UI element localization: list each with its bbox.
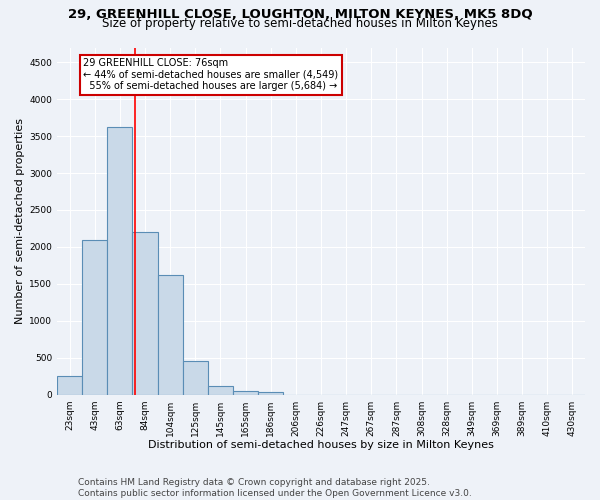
Bar (183, 362, 208, 394)
Text: Contains HM Land Registry data © Crown copyright and database right 2025.
Contai: Contains HM Land Registry data © Crown c… (78, 478, 472, 498)
Bar (107, 128, 133, 394)
Bar (133, 232, 158, 394)
Text: Size of property relative to semi-detached houses in Milton Keynes: Size of property relative to semi-detach… (102, 18, 498, 30)
Text: 29 GREENHILL CLOSE: 76sqm
← 44% of semi-detached houses are smaller (4,549)
  55: 29 GREENHILL CLOSE: 76sqm ← 44% of semi-… (83, 58, 338, 91)
Text: 29, GREENHILL CLOSE, LOUGHTON, MILTON KEYNES, MK5 8DQ: 29, GREENHILL CLOSE, LOUGHTON, MILTON KE… (68, 8, 532, 20)
Bar (233, 391, 258, 394)
Bar (82, 240, 107, 394)
Bar (57, 376, 82, 394)
Y-axis label: Number of semi-detached properties: Number of semi-detached properties (15, 118, 25, 324)
X-axis label: Distribution of semi-detached houses by size in Milton Keynes: Distribution of semi-detached houses by … (148, 440, 494, 450)
Bar (258, 392, 283, 394)
Bar (208, 386, 233, 394)
Bar (158, 275, 183, 394)
